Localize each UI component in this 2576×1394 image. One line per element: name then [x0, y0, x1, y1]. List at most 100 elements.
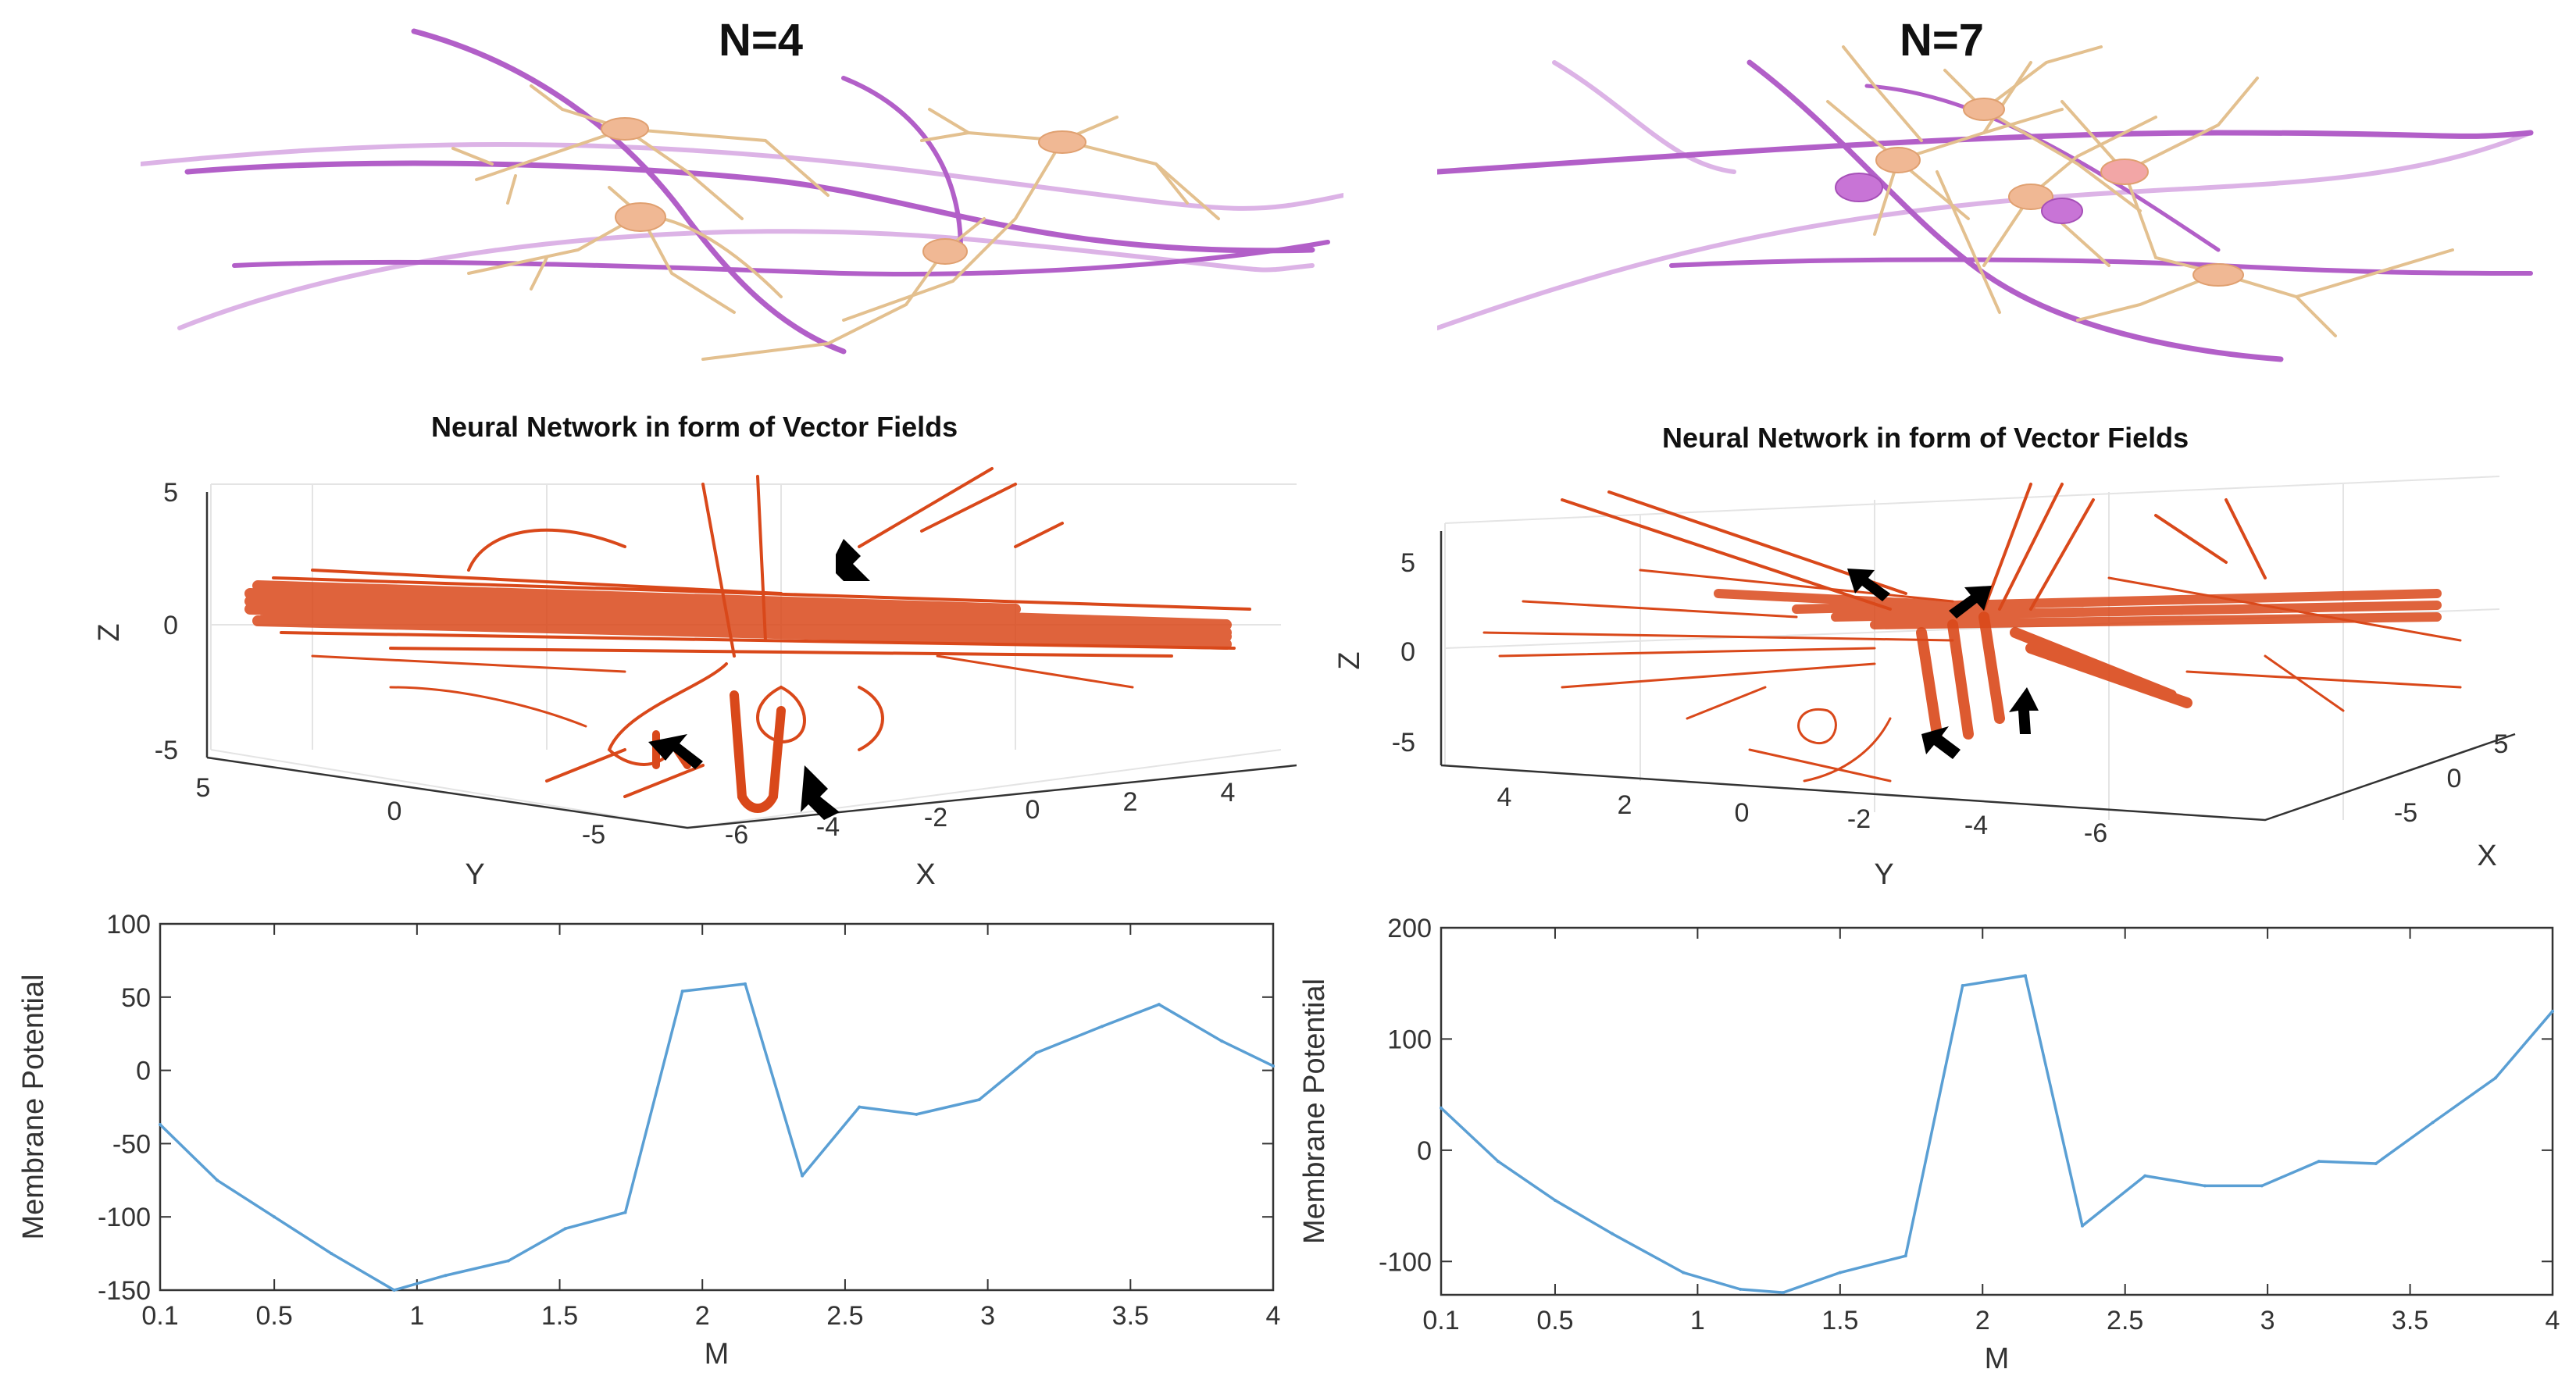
vector-field-plot-left: 5 0 -5 Z 5 0 -5 Y -6 -4 -2 0 2 4 X — [93, 467, 1297, 890]
y-tick: 2 — [1618, 790, 1632, 820]
data-point — [1496, 1160, 1500, 1164]
x-tick-label: 4 — [1266, 1301, 1281, 1331]
x-tick-label: 0.1 — [141, 1301, 178, 1331]
x-tick: -2 — [924, 803, 947, 832]
x-axis-label: M — [1985, 1342, 2010, 1375]
y-tick-label: -100 — [1379, 1247, 1432, 1277]
data-point — [1440, 1106, 1443, 1110]
vector-field-title-left: Neural Network in form of Vector Fields — [431, 411, 958, 443]
network-label-right: N=7 — [1900, 15, 1985, 66]
x-tick-label: 0.5 — [256, 1301, 293, 1331]
z-tick: 0 — [163, 611, 178, 640]
x-tick-label: 3 — [980, 1301, 995, 1331]
y-axis-label-right: Y — [1874, 858, 1893, 890]
plot-frame — [159, 922, 1275, 1292]
x-tick: 4 — [1221, 778, 1236, 808]
x-axis-label-left: X — [915, 858, 935, 890]
data-point — [1100, 1025, 1104, 1029]
data-point — [1553, 1198, 1557, 1202]
data-point — [2203, 1184, 2207, 1188]
x-tick: 0 — [2447, 764, 2462, 793]
x-tick-label: 1.5 — [1821, 1306, 1858, 1335]
x-tick-label: 3 — [2260, 1306, 2275, 1335]
z-tick: -5 — [155, 736, 178, 765]
data-point — [2431, 1121, 2435, 1125]
data-point — [1682, 1271, 1686, 1275]
x-tick: 2 — [1123, 787, 1138, 817]
attractor-arrows-left — [648, 539, 870, 820]
data-point — [915, 1112, 919, 1116]
z-axis-label-left: Z — [93, 623, 126, 641]
y-tick-label: 100 — [106, 910, 151, 939]
data-point — [1220, 1039, 1224, 1043]
y-tick-label: 50 — [121, 983, 151, 1013]
x-tick: -4 — [816, 812, 840, 842]
data-point — [2494, 1076, 2498, 1080]
y-tick: -5 — [582, 820, 605, 850]
data-point — [1739, 1287, 1743, 1291]
y-tick: -4 — [1964, 811, 1988, 840]
data-point — [216, 1178, 219, 1182]
y-tick: -6 — [2084, 818, 2107, 848]
attractor-arrows-right — [1847, 569, 2039, 759]
neuron-illustration-left — [141, 28, 1343, 361]
data-point — [2260, 1184, 2264, 1188]
data-point — [506, 1259, 510, 1263]
y-tick-label: 0 — [1417, 1136, 1432, 1166]
data-point — [801, 1174, 805, 1178]
z-tick: -5 — [1392, 728, 1415, 758]
x-tick-label: 2 — [1975, 1306, 1990, 1335]
y-axis-label: Membrane Potential — [1298, 979, 1331, 1244]
membrane-potential-chart-right: 200 100 0 -100 0.1 0.5 1 1.5 2 2.5 3 3.5 4 M Membrane … — [1298, 914, 2560, 1375]
membrane-potential-line — [159, 982, 1274, 1292]
z-tick: 0 — [1400, 637, 1415, 667]
x-tick: -5 — [2394, 798, 2417, 828]
data-point — [2143, 1174, 2147, 1178]
data-point — [977, 1098, 981, 1102]
data-point — [1272, 1064, 1275, 1068]
plot-frame — [1440, 926, 2554, 1296]
z-tick: 5 — [163, 478, 178, 508]
x-tick-label: 1.5 — [541, 1301, 578, 1331]
x-tick-label: 0.1 — [1422, 1306, 1459, 1335]
data-point — [392, 1289, 396, 1292]
data-point — [2317, 1160, 2321, 1164]
x-tick: -6 — [725, 820, 748, 850]
data-point — [1034, 1051, 1038, 1055]
vector-field-plot-right: 5 0 -5 Z 4 2 0 -2 -4 -6 Y 5 0 -5 X — [1333, 476, 2516, 890]
data-point — [744, 982, 747, 986]
y-tick: 5 — [196, 773, 211, 803]
base-axes-left — [206, 756, 1297, 829]
network-label-left: N=4 — [719, 15, 804, 66]
data-point — [2023, 974, 2027, 978]
data-point — [680, 989, 684, 993]
y-axis-label-left: Y — [465, 858, 484, 890]
x-tick-label: 4 — [2546, 1306, 2560, 1335]
z-tick: 5 — [1400, 548, 1415, 578]
x-axis-label: M — [705, 1338, 730, 1371]
y-tick-label: 200 — [1387, 914, 1432, 943]
data-point — [623, 1210, 627, 1214]
x-tick-label: 2.5 — [826, 1301, 863, 1331]
x-tick: 0 — [1026, 795, 1040, 825]
y-tick: -2 — [1847, 804, 1871, 834]
x-tick-label: 3.5 — [2392, 1306, 2428, 1335]
y-tick-label: -50 — [112, 1129, 151, 1159]
data-point — [159, 1123, 162, 1127]
y-tick: 4 — [1497, 783, 1512, 812]
x-tick: 5 — [2494, 729, 2509, 759]
data-point — [1838, 1271, 1842, 1275]
membrane-potential-line — [1440, 974, 2554, 1294]
y-tick: 0 — [387, 797, 402, 826]
y-tick-label: -150 — [98, 1276, 151, 1306]
data-point — [1781, 1291, 1785, 1295]
data-point — [1157, 1003, 1161, 1007]
data-point — [1903, 1254, 1907, 1258]
x-tick-label: 2 — [695, 1301, 710, 1331]
x-tick-label: 1 — [409, 1301, 424, 1331]
x-tick-label: 0.5 — [1536, 1306, 1573, 1335]
neuron-illustration-right — [1437, 45, 2534, 362]
base-axes-right — [1440, 733, 2516, 822]
data-point — [444, 1274, 448, 1278]
y-axis-label: Membrane Potential — [17, 974, 50, 1239]
